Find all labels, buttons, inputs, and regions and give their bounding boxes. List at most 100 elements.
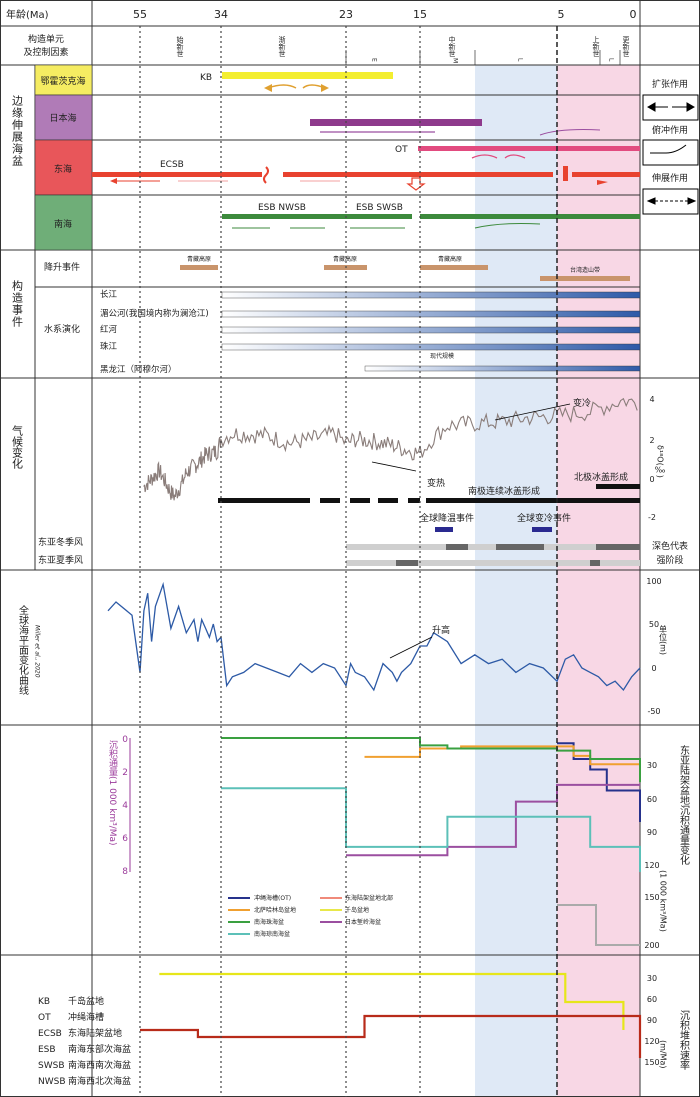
climate-yaxis: 4 2 0 -2 (648, 395, 656, 522)
kb-label: KB (200, 73, 212, 83)
rate-unit: (m/Ma) (659, 1040, 668, 1069)
age-tick: 23 (339, 8, 353, 21)
y-tick: 150 (644, 1058, 659, 1067)
arrowhead (110, 178, 117, 184)
rate-yticks: 30 60 90 120 150 (644, 974, 659, 1067)
age-tick: 5 (558, 8, 565, 21)
subepoch-label: L (608, 58, 615, 62)
dark-note-1: 深色代表 (652, 540, 688, 552)
y-tick: 4 (649, 395, 654, 404)
basin-south-china-box (34, 194, 93, 251)
basin-east-china-box (34, 139, 93, 196)
age-axis-label: 年龄(Ma) (6, 8, 49, 21)
abbr-val: 南海西南次海盆 (68, 1059, 131, 1071)
rate-abbreviations: KB 千岛盆地 OT 冲绳海槽 ECSB 东海陆架盆地 ESB 南海东部次海盆 … (38, 995, 131, 1087)
y-tick: 90 (647, 1016, 657, 1025)
flux-left-ticks: 0 2 4 6 8 (122, 735, 128, 877)
y-tick: 6 (122, 834, 128, 844)
section-climate: 气候变化 (11, 424, 24, 470)
flux-right-ticks: 30 60 90 120 150 200 (644, 761, 659, 950)
flux-legend-item: 南海琼南海盆 (254, 930, 290, 938)
antarctic-label: 南极连续冰盖形成 (468, 485, 540, 497)
swsb-bar (420, 214, 640, 219)
y-tick: 120 (644, 861, 659, 870)
arrowhead (264, 84, 272, 92)
modern-scale-label: 现代规模 (430, 352, 454, 360)
basin-name: 鄂霍茨克海 (40, 75, 85, 87)
abbr-key: SWSB (38, 1061, 65, 1071)
ecsb-down-arrow (406, 177, 426, 191)
y-tick: -50 (647, 707, 660, 716)
y-tick: 2 (649, 436, 654, 445)
ecsb-late-arrow (597, 180, 608, 185)
unit-label-2: 及控制因素 (23, 46, 68, 58)
nwsb-label: ESB NWSB (258, 203, 306, 213)
pliocene-shade (557, 65, 640, 1097)
dark-note-2: 强阶段 (656, 554, 683, 566)
ecsb-bar (92, 172, 262, 177)
event2-label: 全球变冷事件 (517, 512, 571, 524)
flux-legend-item: 东海陆架盆地北部 (345, 894, 393, 902)
section-sediment-flux: 东亚陆架盆地沉积通量变化 (678, 744, 690, 865)
y-tick: 2 (122, 768, 128, 778)
flux-legend-item: 日本堑岭海盆 (345, 918, 381, 926)
sealevel-unit: 单位(m) (659, 624, 668, 655)
legend-stretch: 伸展作用 (652, 172, 688, 184)
y-tick: 0 (122, 735, 128, 745)
ecsb-squiggle (263, 166, 269, 184)
abbr-key: KB (38, 997, 50, 1007)
legend-icons (642, 94, 699, 215)
section-sealevel: 全球海平面变化曲线 (17, 604, 29, 695)
abbr-val: 南海西北次海盆 (68, 1075, 131, 1087)
subepoch-label: M (452, 58, 459, 63)
unit-label-1: 构造单元 (28, 33, 64, 45)
flux-right-unit: (1 000 km³/Ma) (659, 870, 668, 932)
uplift-name: 青藏高原 (438, 255, 462, 263)
sc-arrows (232, 223, 541, 229)
abbr-key: ESB (38, 1045, 56, 1055)
mid-miocene-shade (475, 65, 557, 1097)
summer-monsoon-label: 东亚夏季风 (38, 554, 83, 566)
age-ticks: 55 34 23 15 5 0 (133, 8, 637, 21)
abbr-val: 冲绳海槽 (68, 1011, 104, 1023)
rate-lines (140, 972, 642, 1058)
rate-series-line (140, 1014, 642, 1058)
y-tick: 120 (644, 1037, 659, 1046)
y-tick: 90 (647, 828, 657, 837)
river-names: 长江 湄公河(我国境内称为澜沧江) 红河 珠江 黑龙江（阿穆尔河） (100, 289, 209, 375)
age-tick: 15 (413, 8, 427, 21)
river-name: 红河 (100, 324, 118, 335)
y-tick: 0 (651, 664, 656, 673)
ot-label: OT (395, 145, 408, 155)
basin-name: 东海 (54, 163, 72, 175)
abbr-key: NWSB (38, 1077, 66, 1087)
y-tick: 60 (647, 795, 657, 804)
flux-legend: 冲绳海槽(OT) 东海陆架盆地北部 北萨哈林岛盆地 千岛盆地 南海珠海盆 日本堑… (228, 894, 393, 938)
sealevel-cite: Miller et al., 2020 (34, 625, 41, 678)
rise-arrow (389, 636, 433, 659)
winter-monsoon-label: 东亚冬季风 (38, 536, 83, 548)
uplift-name: 青藏高原 (333, 255, 357, 263)
epoch-label: 更新世 (622, 36, 630, 57)
abbr-key: OT (38, 1013, 51, 1023)
flux-legend-item: 千岛盆地 (345, 906, 369, 914)
event2-bar (532, 527, 552, 532)
legend-thrust: 俯冲作用 (652, 124, 688, 136)
monsoon-bars (346, 544, 640, 566)
y-tick: 0 (649, 475, 654, 484)
ecsb-bar-2 (283, 172, 553, 177)
epoch-label: 始新世 (176, 35, 184, 57)
sealevel-curve (107, 581, 641, 692)
age-tick: 34 (214, 8, 228, 21)
river-name: 长江 (100, 289, 118, 300)
warming-label: 变热 (427, 477, 445, 489)
y-tick: 150 (644, 893, 659, 902)
antarctic-bar (218, 484, 640, 503)
basin-name: 南海 (54, 218, 72, 230)
y-tick: 4 (122, 801, 128, 811)
flux-legend-item: 冲绳海槽(OT) (254, 894, 291, 902)
okhotsk-bar (222, 72, 393, 79)
age-guide-lines (139, 26, 421, 1097)
